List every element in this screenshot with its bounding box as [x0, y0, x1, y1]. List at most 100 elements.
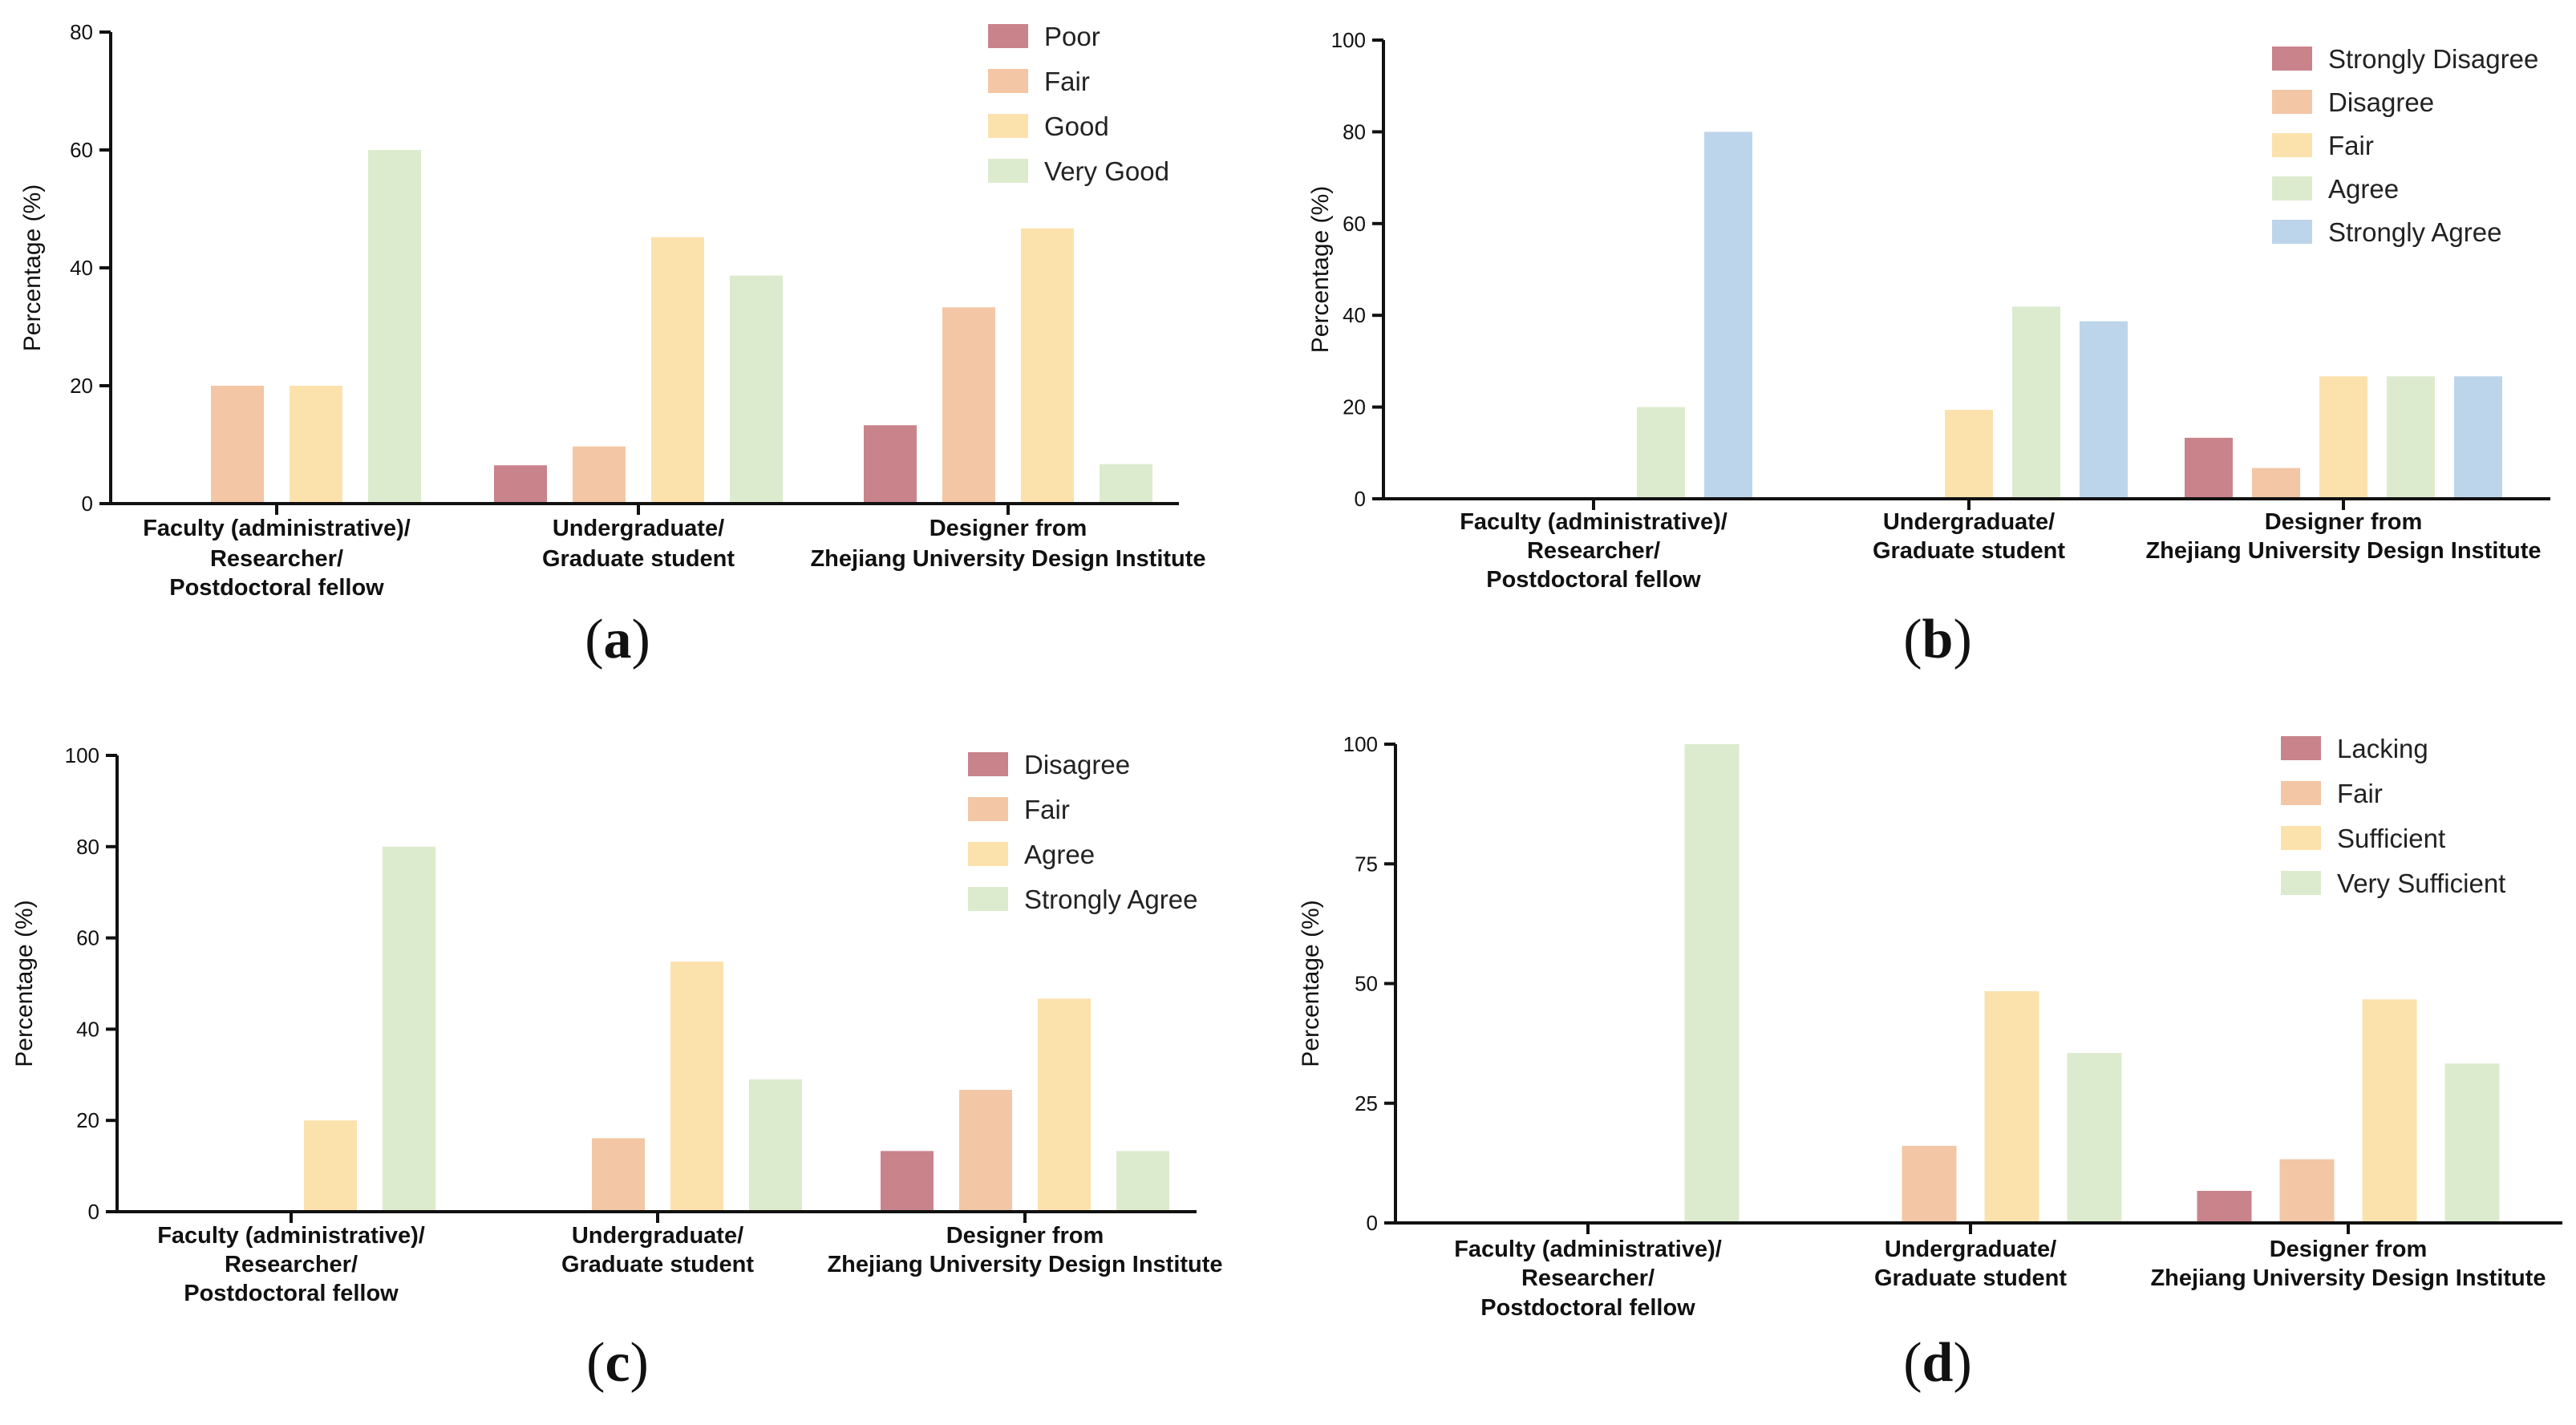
legend-label: Strongly Agree — [2328, 217, 2501, 247]
bar-very-sufficient — [2444, 1063, 2500, 1221]
legend-swatch — [2272, 176, 2312, 200]
legend-label: Disagree — [2328, 87, 2434, 117]
x-category-label: Undergraduate/ — [1883, 509, 2055, 535]
panel-parenthesis: ) — [1953, 609, 1971, 670]
panel-parenthesis: ) — [630, 1332, 649, 1394]
legend-label: Disagree — [1024, 750, 1130, 779]
y-tick-label: 40 — [70, 256, 93, 280]
legend-swatch — [988, 114, 1028, 138]
bar-strongly-disagree — [2185, 437, 2233, 497]
legend-swatch — [968, 752, 1008, 776]
legend-label: Strongly Agree — [1024, 885, 1197, 914]
bar-strongly-agree — [383, 846, 435, 1210]
legend-label: Fair — [1044, 67, 1090, 96]
bar-fair — [1902, 1145, 1957, 1221]
bar-very-good — [368, 150, 421, 502]
bar-agree — [1038, 998, 1091, 1210]
panel-letter: b — [1922, 609, 1954, 670]
legend-label: Agree — [2328, 174, 2399, 204]
legend-label: Fair — [2328, 131, 2374, 160]
legend-label: Strongly Disagree — [2328, 44, 2538, 74]
y-axis-title: Percentage (%) — [1307, 186, 1334, 353]
x-category-label: Faculty (administrative)/ — [1460, 509, 1727, 535]
y-tick-label: 60 — [1343, 212, 1366, 236]
y-tick-label: 100 — [65, 743, 99, 767]
legend-swatch — [2281, 781, 2321, 805]
panel-label: (c) — [586, 1332, 649, 1394]
bar-sufficient — [1984, 991, 2039, 1221]
x-category-label: Postdoctoral fellow — [169, 575, 384, 601]
legend-swatch — [2281, 826, 2321, 850]
y-tick-label: 60 — [70, 138, 93, 162]
panel-label: (d) — [1903, 1332, 1972, 1394]
chart-panel-2: 0 20 40 60 80 100 Percentage (%) Faculty (admin… — [1307, 28, 2550, 670]
bar-fair — [1945, 410, 1993, 497]
x-category-label: Postdoctoral fellow — [184, 1281, 399, 1306]
bar-fair — [573, 446, 626, 502]
x-category-label: Graduate student — [1874, 1265, 2067, 1291]
bar-strongly-agree — [2454, 376, 2502, 497]
y-tick-label: 100 — [1331, 28, 1366, 52]
legend-swatch — [2272, 90, 2312, 114]
bar-strongly-agree — [2080, 321, 2128, 497]
bar-fair — [959, 1090, 1012, 1210]
x-category-label: Zhejiang University Design Institute — [2150, 1265, 2546, 1291]
x-category-label: Postdoctoral fellow — [1486, 567, 1701, 593]
panel-parenthesis: ( — [585, 609, 603, 670]
x-category-label: Designer from — [946, 1223, 1104, 1249]
panel-parenthesis: ( — [1903, 1332, 1922, 1394]
y-tick-label: 60 — [76, 926, 99, 950]
legend-label: Agree — [1024, 840, 1095, 869]
legend-label: Fair — [1024, 795, 1070, 824]
y-axis-title: Percentage (%) — [11, 900, 38, 1067]
bar-disagree — [2252, 468, 2300, 497]
legend-swatch — [968, 842, 1008, 866]
x-category-label: Faculty (administrative)/ — [143, 516, 411, 541]
legend-swatch — [968, 797, 1008, 821]
bar-very-sufficient — [1684, 744, 1740, 1221]
y-tick-label: 40 — [76, 1017, 99, 1041]
x-category-label: Designer from — [2270, 1237, 2428, 1262]
y-tick-label: 20 — [1343, 395, 1366, 419]
panel-letter: c — [605, 1332, 630, 1394]
bar-good — [651, 237, 704, 502]
bar-good — [1021, 228, 1074, 502]
bar-agree — [670, 961, 723, 1210]
legend-swatch — [988, 24, 1028, 48]
bar-agree — [2012, 306, 2060, 497]
legend-label: Good — [1044, 111, 1109, 141]
bar-poor — [494, 465, 547, 502]
panel-letter: d — [1922, 1332, 1954, 1394]
legend-swatch — [968, 887, 1008, 911]
x-category-label: Postdoctoral fellow — [1480, 1295, 1695, 1321]
legend-swatch — [2272, 220, 2312, 244]
x-category-label: Zhejiang University Design Institute — [827, 1252, 1222, 1277]
panel-letter: a — [604, 609, 632, 670]
y-tick-label: 0 — [82, 492, 93, 516]
x-category-label: Graduate student — [542, 546, 735, 572]
bar-fair — [2279, 1159, 2335, 1221]
y-tick-label: 75 — [1355, 852, 1378, 876]
y-tick-label: 80 — [76, 835, 99, 859]
y-tick-label: 0 — [1355, 487, 1366, 511]
x-category-label: Undergraduate/ — [553, 516, 724, 541]
legend-label: Fair — [2337, 779, 2383, 808]
y-tick-label: 25 — [1355, 1091, 1378, 1115]
y-axis-title: Percentage (%) — [1298, 900, 1324, 1067]
legend-swatch — [2272, 47, 2312, 71]
y-axis-title: Percentage (%) — [19, 184, 46, 351]
x-category-label: Graduate student — [561, 1252, 754, 1277]
bar-very-sufficient — [2067, 1053, 2122, 1221]
bar-agree — [2387, 376, 2435, 497]
bar-good — [290, 386, 342, 502]
bar-very-good — [1100, 464, 1152, 502]
x-category-label: Researcher/ — [225, 1252, 358, 1277]
x-category-label: Faculty (administrative)/ — [157, 1223, 425, 1249]
bar-strongly-agree — [1116, 1151, 1169, 1210]
x-category-label: Zhejiang University Design Institute — [2145, 538, 2541, 564]
x-category-label: Designer from — [930, 516, 1088, 541]
panel-parenthesis: ( — [1903, 609, 1922, 670]
legend-swatch — [988, 69, 1028, 93]
y-tick-label: 80 — [70, 20, 93, 44]
